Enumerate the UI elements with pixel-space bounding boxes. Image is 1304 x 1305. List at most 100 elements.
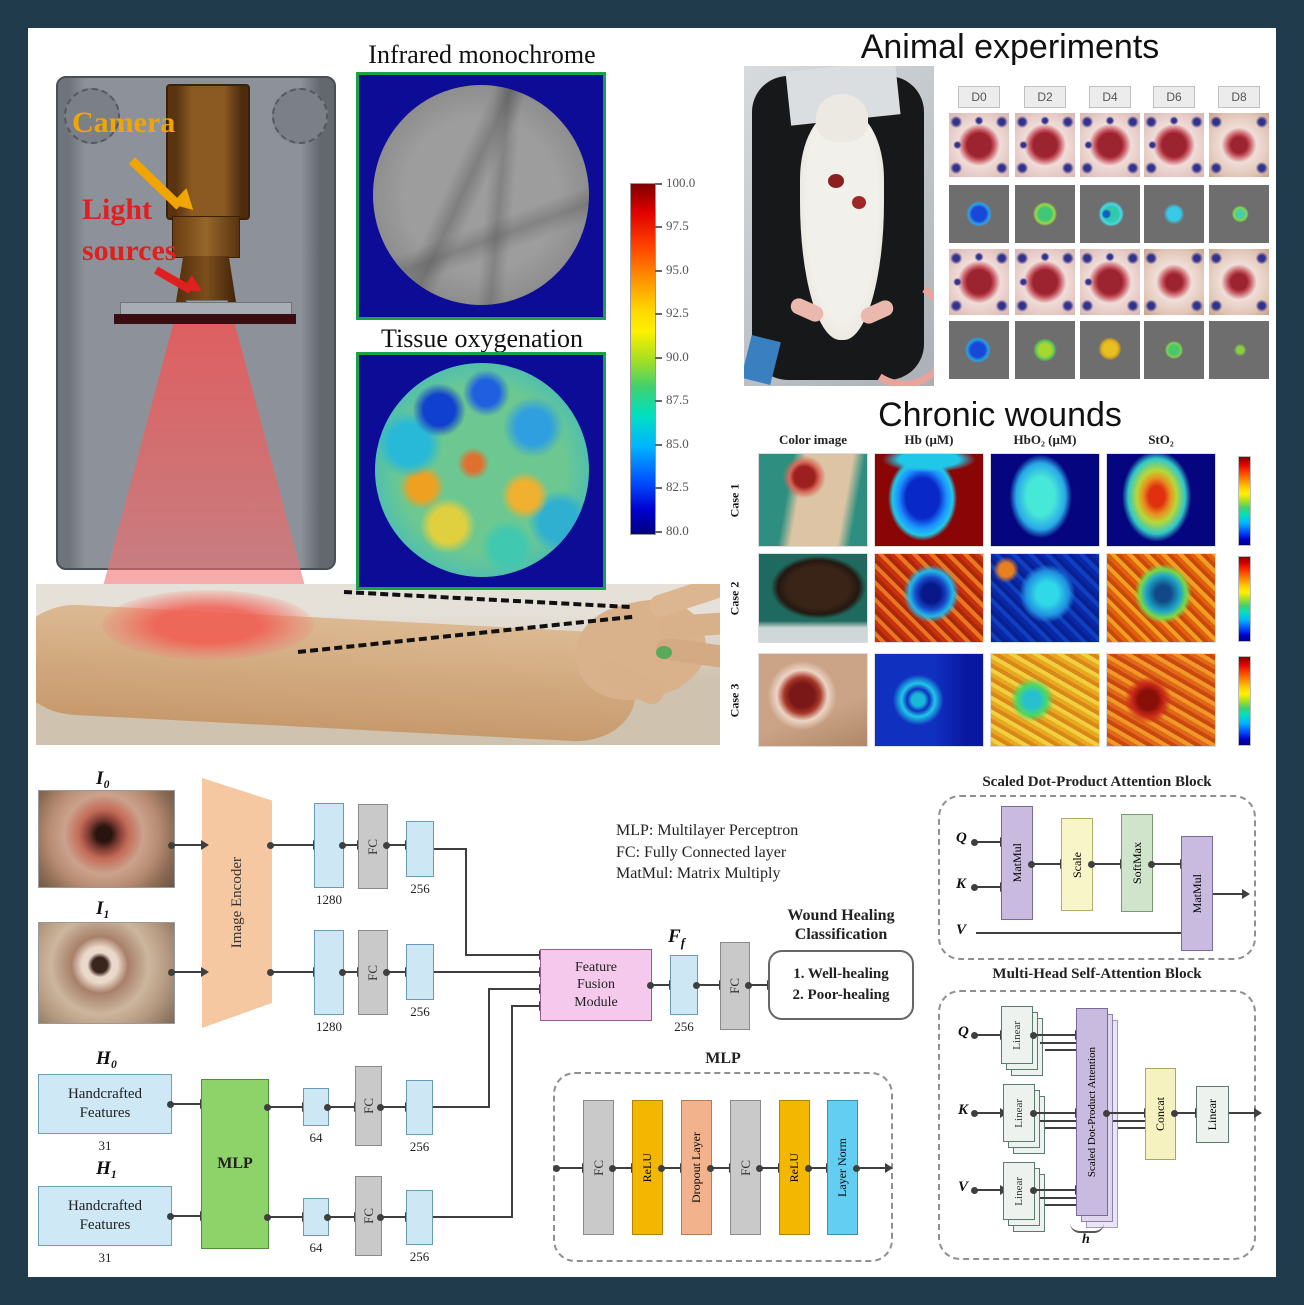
- animal-photo-r3c4: [1143, 248, 1205, 316]
- mlp-block-title-text: MLP: [705, 1050, 741, 1067]
- green-nail: [656, 646, 672, 659]
- h1-box-line1: Handcrafted: [67, 1197, 143, 1214]
- i0-label: I₀: [96, 768, 111, 789]
- legend-line-3: MatMul: Matrix Multiply: [616, 865, 781, 883]
- day-label-d6-text: D6: [1166, 90, 1182, 104]
- animal-map-r2c2: [1014, 184, 1076, 244]
- arrow-mlp-64a: [264, 1102, 310, 1112]
- chronic-col-header-2-text: Hb (μM): [904, 432, 954, 447]
- animal-map-r4c4: [1143, 320, 1205, 380]
- mhsa-v-label: V: [958, 1179, 969, 1195]
- sdpa-scale-label: Scale: [1069, 851, 1084, 878]
- light-label-line1: Light: [82, 193, 153, 226]
- finger-2: [657, 611, 720, 639]
- ff-label-sub: f: [680, 934, 686, 950]
- animal-map-r2c1: [948, 184, 1010, 244]
- arrow-mlp-64b: [264, 1212, 310, 1222]
- chronic-col-header-1-text: Color image: [779, 432, 847, 447]
- conn-256d-v: [511, 1005, 513, 1218]
- conn-256a-v: [465, 848, 467, 956]
- case-3-label-text: Case 3: [727, 683, 742, 717]
- arrow-64b-fc5: [324, 1212, 362, 1222]
- dim-256-h0: 256: [409, 1139, 430, 1154]
- day-label-d8-text: D8: [1231, 90, 1247, 104]
- arrow-into-fusion-4: [511, 1001, 547, 1011]
- sdpa-matmul2-label: MatMul: [1189, 873, 1204, 914]
- chronic-title-text: Chronic wounds: [878, 396, 1122, 434]
- case2-hbo2-map: [990, 553, 1100, 643]
- classification-title-line2: Classification: [794, 926, 888, 944]
- fusion-label-line2: Fusion: [576, 977, 616, 993]
- chronic-title: Chronic wounds: [760, 396, 1240, 435]
- dim-256-mid: 256: [410, 1004, 430, 1019]
- mlp-layer-dropout-label: Dropout Layer: [689, 1132, 703, 1203]
- arrow-klinear-sdpa: [1030, 1108, 1083, 1118]
- arrow-mhsa-k: [971, 1108, 1008, 1118]
- mhsa-q-label: Q: [958, 1024, 969, 1040]
- sdpa-title: Scaled Dot-Product Attention Block: [938, 774, 1256, 791]
- colorbar-tick-3: [655, 313, 662, 315]
- feat-256-h1: [406, 1190, 433, 1245]
- arrow-q-matmul1: [971, 837, 1008, 847]
- mhsa-concat: Concat: [1145, 1068, 1176, 1160]
- arrow-h1-mlp: [167, 1211, 208, 1221]
- arrow-64a-fc4: [324, 1102, 362, 1112]
- classification-title-line1: Wound Healing: [787, 907, 895, 924]
- stackline-s1: [1113, 1120, 1145, 1122]
- camera-body: [166, 84, 250, 220]
- h0-box: Handcrafted Features: [38, 1074, 172, 1134]
- light-label-line2: sources: [82, 233, 177, 267]
- case3-hbo2-map: [990, 653, 1100, 747]
- arrow-fc2-256b: [383, 967, 413, 977]
- animal-map-r4c2: [1014, 320, 1076, 380]
- arrow-i0-encoder: [168, 840, 209, 850]
- colorbar-tick-2: [655, 270, 662, 272]
- colorbar: [630, 183, 656, 535]
- mlp-layer-layernorm-label: Layer Norm: [835, 1138, 849, 1197]
- day-label-d4: D4: [1089, 86, 1131, 108]
- v-linear-label: Linear: [1013, 1176, 1025, 1206]
- v-linear-front: Linear: [1003, 1162, 1035, 1220]
- case2-color-image: [758, 553, 868, 643]
- sdpa-q-label: Q: [956, 830, 967, 846]
- day-label-d8: D8: [1218, 86, 1260, 108]
- case1-sto2-map: [1106, 453, 1216, 547]
- sdpa-softmax-label: SoftMax: [1129, 842, 1144, 884]
- legend-line-1: MLP: Multilayer Perceptron: [616, 822, 799, 839]
- arrow-into-fusion-2: [434, 967, 547, 977]
- i1-label: I₁: [96, 898, 111, 919]
- camera-lens: [176, 256, 236, 302]
- case1-colorbar: [1238, 456, 1251, 546]
- feat-256-mid: [406, 944, 434, 1000]
- colorbar-label-6: 85.0: [666, 436, 689, 451]
- animal-map-r4c3: [1079, 320, 1141, 380]
- mhsa-concat-label: Concat: [1153, 1097, 1167, 1131]
- animal-photo-r1c5: [1208, 112, 1270, 178]
- case1-hb-map: [874, 453, 984, 547]
- arrow-vlinear-sdpa: [1030, 1185, 1083, 1195]
- light-sources-label: Light sources: [82, 190, 176, 271]
- fc-box-5-label: FC: [360, 1208, 376, 1224]
- sdpa-k-label: K: [956, 876, 967, 892]
- animal-photo-r3c5: [1208, 248, 1270, 316]
- animal-map-r2c5: [1208, 184, 1270, 244]
- arrow-fc3-classification: [745, 980, 775, 990]
- dim-31-h0: 31: [98, 1138, 112, 1153]
- dim-1280-bottom: 1280: [316, 1019, 342, 1034]
- camera-label: Camera: [72, 106, 175, 140]
- animal-map-r2c4: [1143, 184, 1205, 244]
- stackline-v1: [1040, 1197, 1078, 1199]
- stackline-q2: [1045, 1049, 1081, 1051]
- stackline-v2: [1045, 1204, 1081, 1206]
- colorbar-tick-7: [655, 487, 662, 489]
- mlp-box-label: MLP: [217, 1155, 253, 1172]
- mlp-layer-layernorm: Layer Norm: [827, 1100, 858, 1235]
- arrow-mlp-4: [756, 1163, 786, 1173]
- dim-256-ff: 256: [674, 1019, 694, 1034]
- mouse-wound-2: [852, 196, 866, 209]
- classification-item-2: 2. Poor-healing: [792, 987, 890, 1003]
- arrow-ff-fc3: [693, 980, 727, 990]
- arrow-into-fusion-1: [465, 950, 547, 960]
- mhsa-outline: [938, 990, 1256, 1260]
